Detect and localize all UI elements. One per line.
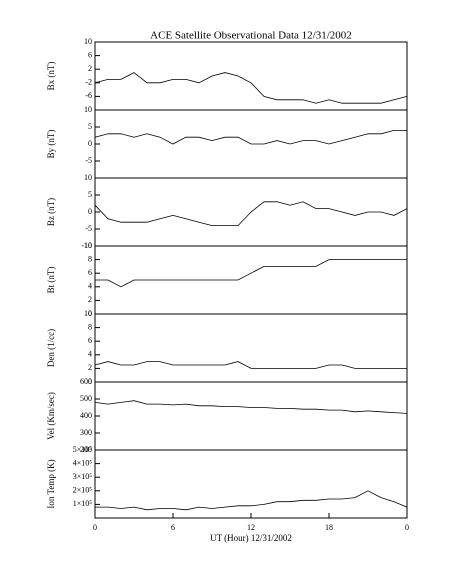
y-axis-label: Bz (nT): [46, 198, 56, 226]
y-tick-label: 0: [88, 309, 92, 318]
y-tick-label: 2: [88, 363, 92, 372]
y-tick-label: 5: [88, 122, 92, 131]
panel-frame: [94, 449, 408, 519]
y-tick-label: 6: [88, 336, 92, 345]
y-tick-label: 0: [88, 207, 92, 216]
data-line: [94, 400, 408, 414]
chart-title: ACE Satellite Observational Data 12/31/2…: [150, 30, 352, 42]
y-tick-label: -2: [85, 78, 92, 87]
y-axis-label: Bt (nT): [46, 267, 56, 294]
y-tick-label: 2: [88, 295, 92, 304]
y-tick-label: 6: [88, 268, 92, 277]
x-tick-label: 12: [247, 523, 255, 532]
y-tick-label: -5: [85, 224, 92, 233]
x-tick-label: 0: [93, 523, 97, 532]
y-tick-label: 10: [84, 105, 92, 114]
y-tick-label: 4×10⁵: [73, 458, 93, 467]
panel-frame: [94, 313, 408, 383]
x-axis-label: UT (Hour) 12/31/2002: [210, 533, 292, 543]
data-line: [94, 130, 407, 145]
data-line: [95, 490, 408, 511]
y-tick-label: 0: [88, 139, 92, 148]
y-tick-label: 5: [88, 190, 92, 199]
y-tick-label: 300: [80, 428, 92, 437]
y-tick-label: 10: [84, 37, 92, 46]
y-tick-label: 500: [80, 394, 92, 403]
y-axis-label: Ion Temp (K): [46, 459, 56, 508]
y-tick-label: 4: [88, 282, 92, 291]
y-tick-label: 200: [80, 445, 92, 454]
data-line: [94, 201, 408, 226]
y-axis-label: By (nT): [46, 130, 56, 159]
data-line: [95, 259, 407, 288]
y-tick-label: 2×10⁵: [73, 486, 93, 495]
y-tick-label: 10: [84, 309, 92, 318]
y-tick-label: 8: [88, 254, 92, 263]
y-tick-label: -10: [81, 241, 92, 250]
y-tick-label: 3×10⁵: [73, 472, 93, 481]
panel-frame: [94, 381, 408, 451]
x-tick-label: 0: [405, 523, 409, 532]
y-tick-label: 6: [88, 50, 92, 59]
y-tick-label: 10: [84, 173, 92, 182]
y-axis-label: Den (1/cc): [46, 329, 56, 367]
panel-frame: [94, 41, 408, 111]
y-tick-label: 0: [88, 377, 92, 386]
data-line: [94, 361, 407, 369]
y-tick-label: 4: [88, 350, 92, 359]
y-tick-label: 2: [88, 64, 92, 73]
y-axis-label: Vel (Km/sec): [46, 392, 56, 440]
y-tick-label: 8: [88, 322, 92, 331]
y-tick-label: 600: [80, 377, 92, 386]
data-line: [94, 72, 408, 104]
y-axis-label: Bx (nT): [46, 62, 56, 91]
x-tick-label: 6: [171, 523, 175, 532]
y-tick-label: 1×10⁵: [73, 499, 93, 508]
x-tick-label: 18: [325, 523, 333, 532]
y-tick-label: -5: [85, 156, 92, 165]
y-tick-label: -6: [85, 91, 92, 100]
y-tick-label: 5×10⁵: [73, 445, 93, 454]
y-tick-label: 10: [84, 241, 92, 250]
y-tick-label: 400: [80, 411, 92, 420]
